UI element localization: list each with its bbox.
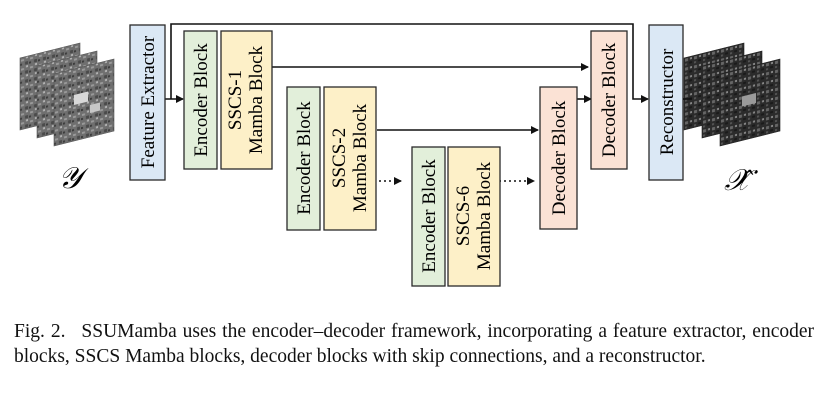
reconstructor-block: Reconstructor bbox=[648, 24, 684, 181]
mamba-block-6-line1: SSCS-6 bbox=[453, 186, 474, 246]
decoder-block-upper: Decoder Block bbox=[590, 30, 628, 170]
caption-label: Fig. 2. bbox=[14, 321, 66, 342]
decoder-block-lower-label: Decoder Block bbox=[549, 100, 570, 215]
mamba-block-6: SSCS-6 Mamba Block bbox=[447, 146, 501, 287]
mamba-block-1: SSCS-1 Mamba Block bbox=[220, 30, 273, 170]
encoder-block-6-label: Encoder Block bbox=[419, 159, 440, 273]
output-image-stack bbox=[683, 42, 781, 147]
mamba-block-2: SSCS-2 Mamba Block bbox=[323, 86, 377, 231]
mamba-block-2-line1: SSCS-2 bbox=[329, 128, 350, 188]
decoder-block-lower: Decoder Block bbox=[539, 86, 578, 230]
mamba-block-1-line1: SSCS-1 bbox=[225, 70, 246, 130]
architecture-diagram: 𝒴 𝒳̂ Feature Extractor Encoder Block bbox=[19, 23, 781, 287]
mamba-block-2-line2: Mamba Block bbox=[350, 103, 371, 212]
input-symbol: 𝒴 bbox=[58, 162, 89, 195]
reconstructor-label: Reconstructor bbox=[657, 48, 678, 155]
encoder-block-1: Encoder Block bbox=[183, 30, 218, 170]
encoder-block-1-label: Encoder Block bbox=[191, 43, 212, 157]
caption-text: SSUMamba uses the encoder–decoder framew… bbox=[14, 321, 815, 367]
feature-extractor-label: Feature Extractor bbox=[138, 35, 159, 168]
encoder-block-2-label: Encoder Block bbox=[294, 101, 315, 215]
decoder-block-upper-label: Decoder Block bbox=[599, 42, 620, 157]
output-symbol: 𝒳̂ bbox=[724, 164, 758, 197]
encoder-block-2: Encoder Block bbox=[286, 86, 321, 231]
input-image-stack bbox=[19, 42, 115, 147]
figure-caption: Fig. 2. SSUMamba uses the encoder–decode… bbox=[14, 319, 814, 369]
mamba-block-6-line2: Mamba Block bbox=[474, 161, 495, 270]
skip-connections bbox=[170, 23, 649, 185]
mamba-block-1-line2: Mamba Block bbox=[246, 45, 267, 154]
feature-extractor-block: Feature Extractor bbox=[129, 24, 166, 181]
encoder-block-6: Encoder Block bbox=[411, 146, 446, 287]
